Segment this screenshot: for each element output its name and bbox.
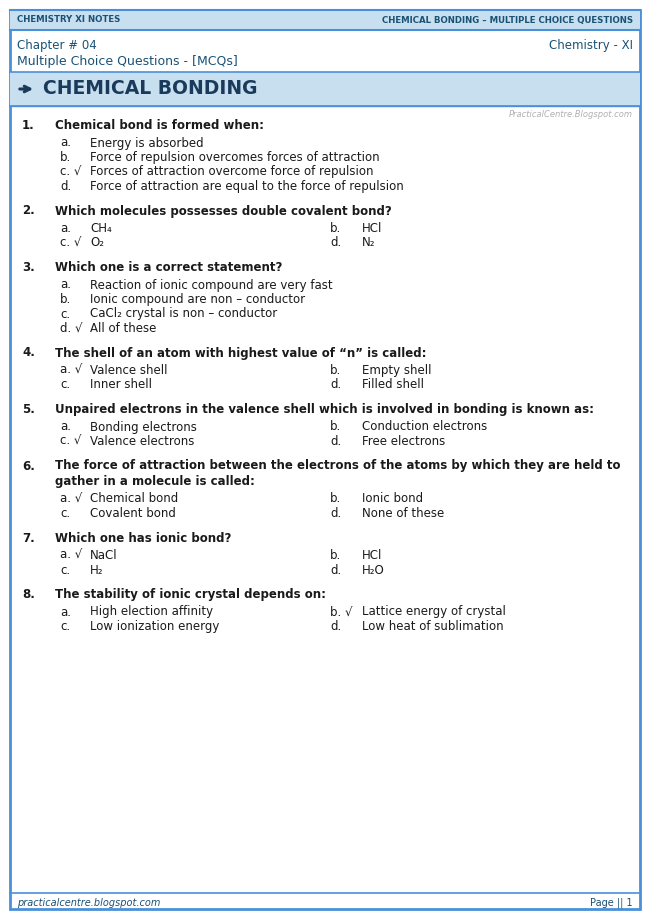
Text: Which one has ionic bond?: Which one has ionic bond? [55,531,231,544]
Text: All of these: All of these [90,322,157,335]
Text: c.: c. [60,308,70,321]
Text: H₂: H₂ [90,563,103,576]
Text: H₂O: H₂O [362,563,385,576]
Text: b.: b. [330,222,341,235]
Text: 7.: 7. [22,531,34,544]
Text: Chemical bond: Chemical bond [90,493,178,505]
Text: Page || 1: Page || 1 [590,898,633,908]
Text: None of these: None of these [362,507,444,520]
Text: Low heat of sublimation: Low heat of sublimation [362,620,504,633]
Text: d. √: d. √ [60,322,83,335]
Text: The shell of an atom with highest value of “n” is called:: The shell of an atom with highest value … [55,346,426,359]
Text: Which molecules possesses double covalent bond?: Which molecules possesses double covalen… [55,205,392,218]
Text: Force of repulsion overcomes forces of attraction: Force of repulsion overcomes forces of a… [90,151,380,164]
Text: Ionic bond: Ionic bond [362,493,423,505]
Text: HCl: HCl [362,222,382,235]
Text: Chemical bond is formed when:: Chemical bond is formed when: [55,119,264,132]
Text: Reaction of ionic compound are very fast: Reaction of ionic compound are very fast [90,278,333,291]
Text: Unpaired electrons in the valence shell which is involved in bonding is known as: Unpaired electrons in the valence shell … [55,403,594,416]
Text: HCl: HCl [362,549,382,562]
Text: 6.: 6. [22,460,35,472]
Text: Ionic compound are non – conductor: Ionic compound are non – conductor [90,293,305,306]
Text: Chapter # 04: Chapter # 04 [17,39,97,51]
Text: b.: b. [330,493,341,505]
Text: 5.: 5. [22,403,35,416]
Text: N₂: N₂ [362,236,376,249]
Text: c. √: c. √ [60,236,81,249]
Text: d.: d. [330,507,341,520]
Bar [10,72,640,106]
Text: a.: a. [60,278,71,291]
Text: Covalent bond: Covalent bond [90,507,176,520]
Text: c. √: c. √ [60,435,81,448]
Text: d.: d. [330,563,341,576]
Text: a.: a. [60,222,71,235]
Text: a. √: a. √ [60,549,83,562]
Text: c.: c. [60,507,70,520]
Text: 1.: 1. [22,119,34,132]
Text: Empty shell: Empty shell [362,364,432,377]
Text: CH₄: CH₄ [90,222,112,235]
Text: c.: c. [60,620,70,633]
Text: b.: b. [330,549,341,562]
Text: 4.: 4. [22,346,35,359]
Text: d.: d. [330,236,341,249]
Text: CHEMICAL BONDING – MULTIPLE CHOICE QUESTIONS: CHEMICAL BONDING – MULTIPLE CHOICE QUEST… [382,16,633,25]
Text: b.: b. [330,364,341,377]
Text: d.: d. [60,180,72,193]
Text: High election affinity: High election affinity [90,606,213,618]
Text: 2.: 2. [22,205,34,218]
Text: PracticalCentre.Blogspot.com: PracticalCentre.Blogspot.com [509,110,633,119]
Text: Bonding electrons: Bonding electrons [90,421,197,434]
Text: d.: d. [330,435,341,448]
Text: Energy is absorbed: Energy is absorbed [90,137,203,150]
Text: b.: b. [60,151,72,164]
Text: a. √: a. √ [60,493,83,505]
Text: CaCl₂ crystal is non – conductor: CaCl₂ crystal is non – conductor [90,308,278,321]
Text: Filled shell: Filled shell [362,379,424,391]
Bar [10,10,640,30]
Text: NaCl: NaCl [90,549,118,562]
Text: c.: c. [60,379,70,391]
Text: Chemistry - XI: Chemistry - XI [549,39,633,51]
Text: b.: b. [60,293,72,306]
Text: 3.: 3. [22,261,34,274]
Text: a.: a. [60,421,71,434]
Text: c. √: c. √ [60,165,81,178]
Text: b. √: b. √ [330,606,352,618]
Text: Conduction electrons: Conduction electrons [362,421,488,434]
Text: Forces of attraction overcome force of repulsion: Forces of attraction overcome force of r… [90,165,374,178]
Text: b.: b. [330,421,341,434]
Text: Valence shell: Valence shell [90,364,168,377]
Text: CHEMISTRY XI NOTES: CHEMISTRY XI NOTES [17,16,120,25]
Text: O₂: O₂ [90,236,104,249]
Text: Valence electrons: Valence electrons [90,435,194,448]
Text: a.: a. [60,606,71,618]
Text: CHEMICAL BONDING: CHEMICAL BONDING [43,80,257,98]
Text: d.: d. [330,620,341,633]
Text: The force of attraction between the electrons of the atoms by which they are hel: The force of attraction between the elec… [55,460,621,472]
Text: Low ionization energy: Low ionization energy [90,620,220,633]
Text: Lattice energy of crystal: Lattice energy of crystal [362,606,506,618]
Text: Multiple Choice Questions - [MCQs]: Multiple Choice Questions - [MCQs] [17,54,238,67]
Text: The stability of ionic crystal depends on:: The stability of ionic crystal depends o… [55,588,326,601]
Text: practicalcentre.blogspot.com: practicalcentre.blogspot.com [17,898,161,908]
Text: a.: a. [60,137,71,150]
Text: Inner shell: Inner shell [90,379,152,391]
Text: Free electrons: Free electrons [362,435,445,448]
Text: a. √: a. √ [60,364,83,377]
Text: Which one is a correct statement?: Which one is a correct statement? [55,261,282,274]
Text: d.: d. [330,379,341,391]
Text: 8.: 8. [22,588,35,601]
Text: gather in a molecule is called:: gather in a molecule is called: [55,475,255,488]
Text: c.: c. [60,563,70,576]
Text: Force of attraction are equal to the force of repulsion: Force of attraction are equal to the for… [90,180,404,193]
